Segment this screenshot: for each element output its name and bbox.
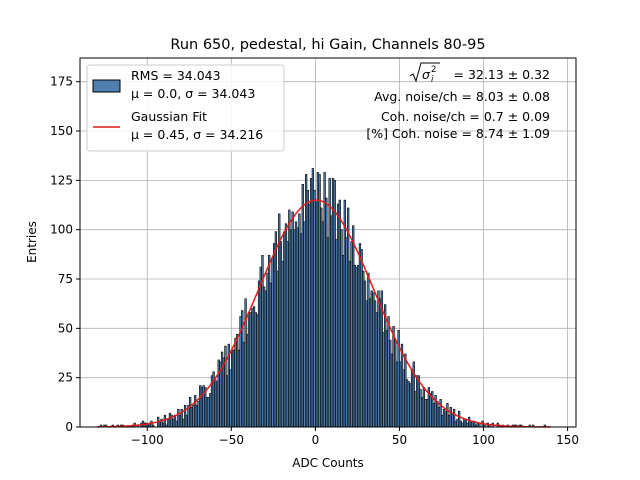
plot-frame xyxy=(79,57,577,428)
y-axis-ticks: 0 25 50 75 100 125 150 175 xyxy=(50,75,80,434)
x-tick-label: 50 xyxy=(392,433,407,447)
y-tick-label: 25 xyxy=(58,371,73,385)
legend-box xyxy=(86,64,285,152)
legend-fit-name: Gaussian Fit xyxy=(131,109,207,124)
gaussian-fit-curve xyxy=(96,199,551,428)
legend-histogram-stats: μ = 0.0, σ = 34.043 xyxy=(131,86,255,101)
x-tick-label: −50 xyxy=(219,433,244,447)
y-tick-label: 75 xyxy=(58,272,73,286)
legend-fit-stats: μ = 0.45, σ = 34.216 xyxy=(131,127,263,142)
sigma-sqrt-symbol: σ 2 i xyxy=(409,62,440,85)
avg-noise-annotation: Avg. noise/ch = 8.03 ± 0.08 xyxy=(374,89,550,104)
y-tick-label: 100 xyxy=(50,223,73,237)
svg-text:2: 2 xyxy=(431,65,436,75)
y-tick-label: 50 xyxy=(58,321,73,335)
y-tick-label: 150 xyxy=(50,124,73,138)
x-tick-label: 150 xyxy=(556,433,579,447)
x-tick-label: 100 xyxy=(472,433,495,447)
noise-annotations: σ 2 i = 32.13 ± 0.32 Avg. noise/ch = 8.0… xyxy=(366,62,550,141)
svg-text:σ: σ xyxy=(422,67,431,82)
histogram-bars xyxy=(99,168,547,428)
coh-noise-percent-annotation: [%] Coh. noise = 8.74 ± 1.09 xyxy=(366,126,550,141)
grid xyxy=(80,58,576,428)
coh-noise-annotation: Coh. noise/ch = 0.7 ± 0.09 xyxy=(381,109,550,124)
svg-text:i: i xyxy=(431,75,434,85)
x-tick-label: 0 xyxy=(312,433,320,447)
x-axis-ticks: −100 −50 0 50 100 150 xyxy=(131,427,579,447)
y-tick-label: 0 xyxy=(65,420,73,434)
y-tick-label: 125 xyxy=(50,173,73,187)
y-axis-label: Entries xyxy=(25,221,39,263)
legend-histogram-swatch xyxy=(92,79,121,93)
chart-title: Run 650, pedestal, hi Gain, Channels 80-… xyxy=(170,37,485,53)
y-tick-label: 175 xyxy=(50,75,73,89)
legend: RMS = 34.043 μ = 0.0, σ = 34.043 Gaussia… xyxy=(86,64,285,152)
legend-histogram-name: RMS = 34.043 xyxy=(131,68,221,83)
rms-noise-annotation: = 32.13 ± 0.32 xyxy=(450,67,550,82)
x-axis-label: ADC Counts xyxy=(292,456,364,470)
x-tick-label: −100 xyxy=(131,433,164,447)
